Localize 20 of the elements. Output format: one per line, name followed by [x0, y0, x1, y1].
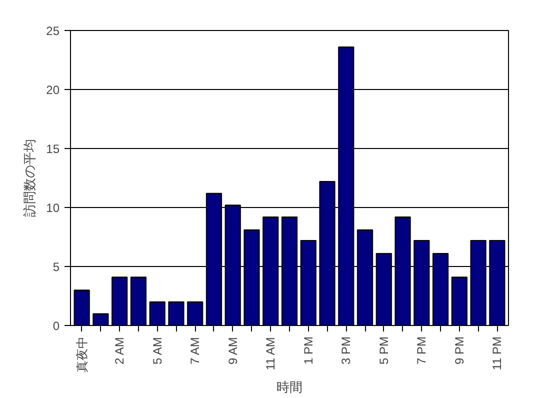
- y-tick-label: 20: [46, 83, 60, 97]
- y-tick-label: 0: [52, 319, 60, 333]
- x-tick-label: 9 PM: [452, 336, 466, 365]
- x-tick-label: 7 AM: [188, 337, 202, 365]
- x-axis-title: 時間: [276, 380, 302, 396]
- x-tick-label: 5 AM: [150, 337, 164, 365]
- x-tick-label: 2 AM: [112, 337, 127, 365]
- y-axis-title: 訪問数の平均: [23, 139, 38, 217]
- y-tick-label: 15: [46, 142, 60, 156]
- x-tick-label: 9 AM: [226, 337, 240, 365]
- x-tick-label: 1 PM: [301, 336, 316, 365]
- y-tick-label: 25: [46, 24, 60, 38]
- y-tick-label: 5: [52, 260, 60, 274]
- x-tick-label: 5 PM: [376, 336, 391, 365]
- y-tick-label: 10: [46, 201, 60, 215]
- x-tick-label: 7 PM: [414, 336, 429, 365]
- x-tick-label: 真夜中: [74, 336, 89, 372]
- x-tick-label: 11 PM: [490, 336, 504, 370]
- x-tick-label: 11 AM: [264, 337, 278, 370]
- x-tick-label: 3 PM: [339, 336, 354, 365]
